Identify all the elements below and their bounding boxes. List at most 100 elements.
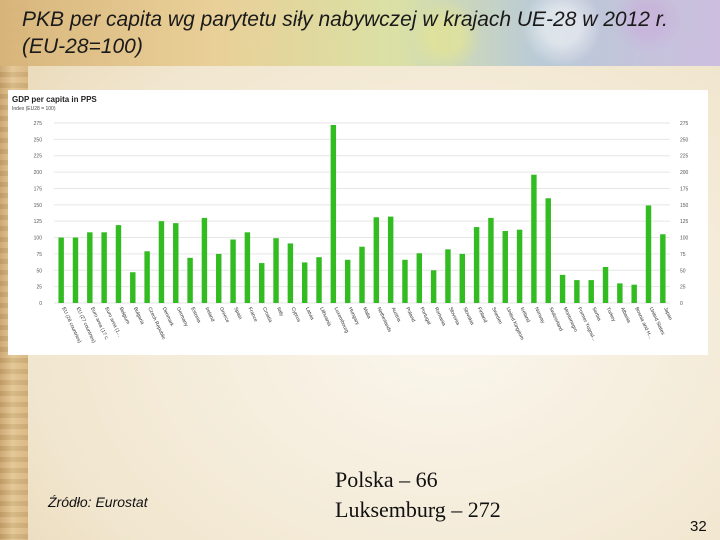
bar <box>273 238 279 303</box>
y-tick-label-left: 200 <box>34 170 43 176</box>
y-tick-label-right: 250 <box>680 137 689 143</box>
x-tick-label: Croatia <box>261 306 273 323</box>
bar <box>330 124 337 303</box>
y-tick-label-right: 225 <box>680 154 689 160</box>
bar <box>416 253 423 303</box>
bar <box>187 257 193 303</box>
note-poland: Polska – 66 <box>335 467 438 492</box>
bar <box>488 217 494 303</box>
y-tick-label-left: 75 <box>36 252 42 258</box>
x-tick-label: Slovenia <box>447 306 461 326</box>
x-tick-label: Slovakia <box>461 306 475 326</box>
bar <box>574 280 580 303</box>
x-tick-label: Lithuania <box>318 306 332 327</box>
x-tick-label: Serbia <box>590 306 602 322</box>
y-tick-label-left: 0 <box>39 301 42 307</box>
chart-title: GDP per capita in PPS <box>12 95 97 104</box>
x-tick-label: Sweden <box>490 306 503 325</box>
chart-panel: GDP per capita in PPS Index (EU28 = 100)… <box>8 90 708 355</box>
x-tick-label: Turkey <box>605 306 617 323</box>
x-tick-label: Norway <box>533 306 546 324</box>
source-note: Źródło: Eurostat <box>48 494 148 510</box>
y-axis-right: 0 25 50 75 100 125 150 175 200 225 250 275 <box>680 121 689 307</box>
chart-subtitle: Index (EU28 = 100) <box>12 106 56 112</box>
x-tick-label: Portugal <box>418 306 431 325</box>
y-tick-label-left: 275 <box>34 121 43 127</box>
bar <box>201 217 208 303</box>
x-tick-label: Italy <box>275 306 285 317</box>
y-tick-label-right: 175 <box>680 186 689 192</box>
title-banner <box>0 0 720 66</box>
x-tick-label: Malta <box>361 306 372 320</box>
x-tick-label: Latvia <box>304 306 315 321</box>
bar <box>258 263 265 303</box>
bar <box>158 221 165 303</box>
x-tick-label: Germany <box>175 306 189 328</box>
x-tick-label: Japan <box>662 306 673 321</box>
y-tick-label-left: 125 <box>34 219 43 225</box>
bar <box>230 239 236 303</box>
bar <box>359 246 365 303</box>
x-tick-label: Romania <box>433 306 447 327</box>
bars <box>58 124 666 303</box>
y-axis-left: 0 25 50 75 100 125 150 175 200 225 250 275 <box>34 121 43 307</box>
note-luxembourg: Luksemburg – 272 <box>335 497 501 522</box>
y-tick-label-right: 75 <box>680 252 686 258</box>
bar <box>387 216 394 303</box>
x-tick-label: Cyprus <box>290 306 302 323</box>
bar <box>502 231 508 303</box>
bar <box>130 272 136 303</box>
bar <box>216 253 222 303</box>
bar <box>58 237 64 303</box>
bar-chart: GDP per capita in PPS Index (EU28 = 100)… <box>12 95 689 344</box>
x-tick-label: Finland <box>476 306 488 324</box>
slide-title: PKB per capita wg parytetu siły nabywcze… <box>22 8 668 58</box>
bar <box>631 284 637 303</box>
bar <box>660 234 666 303</box>
bar <box>430 270 437 303</box>
x-tick-label: Denmark <box>161 306 175 327</box>
y-tick-label-right: 150 <box>680 203 689 209</box>
y-tick-label-left: 100 <box>34 236 43 242</box>
bar <box>588 280 594 303</box>
bar <box>559 274 566 303</box>
bar <box>101 232 107 303</box>
x-tick-label: Hungary <box>347 306 361 326</box>
bar <box>617 283 623 303</box>
y-tick-label-right: 25 <box>680 285 686 291</box>
bar <box>545 198 551 303</box>
bar <box>645 205 652 303</box>
highlight-notes: Polska – 66 Luksemburg – 272 <box>335 465 501 525</box>
x-tick-label: Greece <box>218 306 230 324</box>
x-tick-label: Spain <box>232 306 243 320</box>
y-tick-label-left: 225 <box>34 154 43 160</box>
x-tick-label: France <box>247 306 259 323</box>
bar <box>301 262 308 303</box>
bar <box>115 225 122 303</box>
bar <box>373 217 380 303</box>
x-tick-label: Netherlands <box>376 306 393 333</box>
y-tick-label-left: 50 <box>36 268 42 274</box>
x-tick-label: Ireland <box>204 306 216 323</box>
y-tick-label-left: 150 <box>34 203 43 209</box>
y-tick-label-left: 25 <box>36 285 42 291</box>
bar <box>244 232 251 303</box>
x-tick-label: Poland <box>404 306 416 323</box>
bar <box>344 259 351 303</box>
bar <box>287 243 294 303</box>
bar <box>72 237 79 303</box>
bar <box>516 229 523 303</box>
y-tick-label-right: 100 <box>680 236 689 242</box>
page-number: 32 <box>690 518 707 535</box>
bar <box>445 249 451 303</box>
x-tick-label: Bulgaria <box>132 306 145 325</box>
bar <box>173 223 179 303</box>
y-tick-label-left: 250 <box>34 137 43 143</box>
x-tick-label: Estonia <box>189 306 202 324</box>
y-tick-label-left: 175 <box>34 186 43 192</box>
y-tick-label-right: 200 <box>680 170 689 176</box>
bar <box>531 174 537 303</box>
bar <box>473 227 480 303</box>
y-tick-label-right: 275 <box>680 121 689 127</box>
bar <box>459 253 466 303</box>
